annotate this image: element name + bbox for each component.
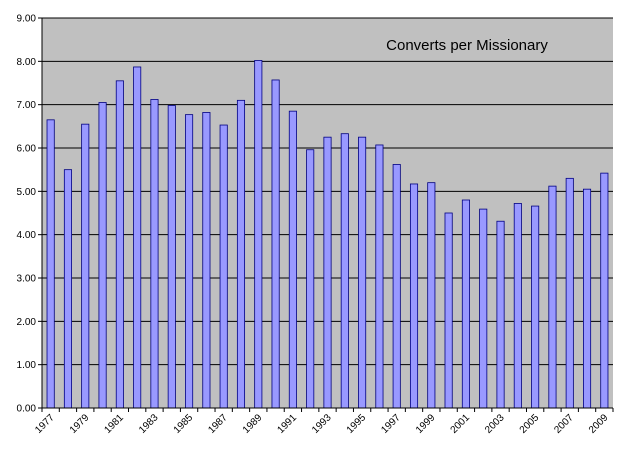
chart-title: Converts per Missionary [386, 37, 548, 54]
bar-2001 [461, 199, 470, 409]
y-tick-label: 5.00 [17, 187, 37, 198]
y-tick-labels: 0.00 1.00 2.00 3.00 4.00 5.00 6.00 7.00 8.00 9.00 [17, 14, 37, 415]
y-tick-label: 2.00 [17, 317, 37, 328]
bar-1980 [98, 102, 107, 409]
y-tick-label: 7.00 [17, 100, 37, 111]
x-tick-label: 1995 [345, 412, 369, 436]
bar-1996 [375, 144, 384, 409]
bar-1997 [392, 164, 401, 409]
x-tick-label: 1977 [33, 412, 57, 436]
y-tick-label: 8.00 [17, 57, 37, 68]
bar-2002 [479, 208, 488, 409]
bar-1992 [306, 149, 315, 409]
bar-2005 [531, 205, 540, 409]
bar-1994 [340, 133, 349, 409]
bar-1981 [115, 80, 124, 409]
bar-1982 [133, 66, 142, 409]
y-tick-label: 0.00 [17, 404, 37, 415]
y-tick-label: 6.00 [17, 144, 37, 155]
y-tick-label: 9.00 [17, 14, 37, 25]
bar-1993 [323, 136, 332, 409]
bar-1985 [185, 114, 194, 409]
bar-2003 [496, 220, 505, 409]
bar-1984 [167, 105, 176, 409]
bar-1983 [150, 99, 159, 409]
bar-2007 [565, 177, 574, 409]
bar-1987 [219, 124, 228, 409]
x-tick-label: 1997 [379, 412, 403, 436]
x-tick-label: 2009 [587, 412, 611, 436]
x-tick-label: 1987 [206, 412, 230, 436]
bar-1977 [46, 119, 55, 409]
bar-1979 [81, 123, 90, 409]
bar-1989 [254, 60, 263, 409]
x-tick-label: 2001 [449, 412, 473, 436]
x-tick-label: 1993 [310, 412, 334, 436]
x-tick-label: 1981 [102, 412, 126, 436]
x-tick-label: 2005 [518, 412, 542, 436]
bar-1999 [427, 182, 436, 409]
x-tick-label: 1985 [172, 412, 196, 436]
bar-1986 [202, 112, 211, 409]
bar-1978 [63, 169, 72, 409]
x-tick-label: 1979 [68, 412, 92, 436]
bar-2004 [513, 203, 522, 409]
x-tick-label: 2007 [552, 412, 576, 436]
x-tick-label: 1999 [414, 412, 438, 436]
bar-1988 [236, 99, 246, 409]
y-tick-label: 4.00 [17, 230, 37, 241]
y-tick-label: 3.00 [17, 274, 37, 285]
axes [41, 18, 614, 412]
y-tick-label: 1.00 [17, 360, 37, 371]
bar-1995 [358, 136, 367, 409]
bar-1990 [271, 79, 280, 409]
bar-1991 [288, 110, 297, 409]
bar-2008 [583, 188, 592, 409]
x-tick-labels: 1977 1979 1981 1983 1985 1987 1989 1991 1993 1995… [33, 412, 611, 436]
bar-2006 [548, 185, 557, 409]
x-tick-label: 2003 [483, 412, 507, 436]
x-tick-label: 1991 [276, 412, 300, 436]
x-tick-label: 1989 [241, 412, 265, 436]
bar-2000 [444, 212, 453, 409]
bar-2009 [600, 172, 609, 409]
x-tick-label: 1983 [137, 412, 161, 436]
bar-1998 [409, 183, 419, 409]
